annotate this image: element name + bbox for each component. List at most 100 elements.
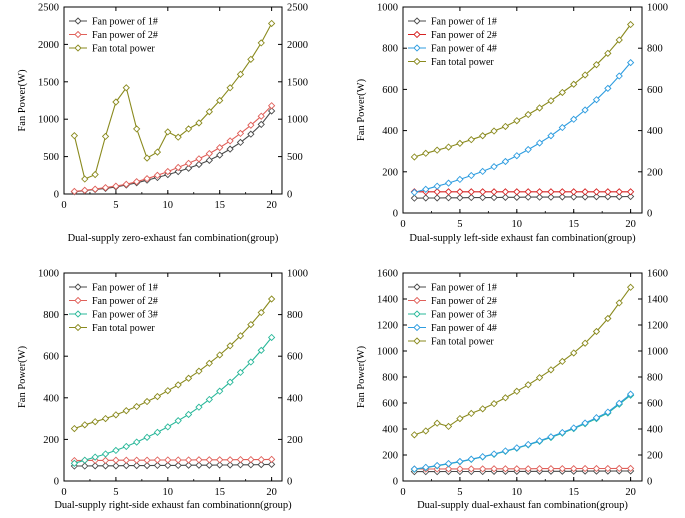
- data-point: [247, 461, 255, 469]
- y-tick-label: 600: [382, 85, 398, 96]
- data-point: [547, 366, 555, 374]
- data-point: [81, 175, 89, 183]
- data-point: [257, 112, 265, 120]
- data-point: [490, 163, 498, 171]
- data-point: [112, 182, 120, 190]
- data-point: [422, 427, 430, 435]
- legend-label: Fan power of 1#: [431, 17, 497, 28]
- legend-swatch-marker: [74, 30, 82, 39]
- legend-label: Fan power of 3#: [431, 310, 497, 321]
- data-point: [70, 187, 79, 196]
- data-point: [195, 367, 203, 375]
- data-point: [153, 456, 162, 464]
- data-point: [558, 357, 566, 366]
- data-point: [226, 378, 234, 386]
- data-point: [174, 461, 182, 470]
- data-point: [143, 461, 151, 470]
- x-tick-label: 5: [457, 219, 462, 230]
- x-tick-label: 0: [61, 487, 66, 498]
- data-point: [444, 143, 453, 151]
- data-point: [456, 188, 464, 196]
- data-point: [524, 145, 532, 154]
- series-2: [410, 464, 635, 473]
- series-3: [70, 19, 276, 183]
- right-y-tick-label: 1200: [647, 321, 668, 332]
- data-point: [257, 308, 265, 317]
- data-point: [216, 351, 224, 359]
- data-point: [267, 295, 276, 303]
- data-point: [570, 424, 578, 432]
- data-point: [91, 185, 99, 193]
- data-point: [581, 464, 589, 473]
- right-y-tick-label: 0: [647, 477, 652, 488]
- data-point: [547, 97, 555, 105]
- data-point: [81, 421, 89, 429]
- data-point: [122, 180, 130, 188]
- data-point: [592, 464, 601, 473]
- series-4: [70, 295, 276, 433]
- data-point: [205, 108, 213, 116]
- data-point: [410, 153, 419, 161]
- data-point: [267, 460, 276, 468]
- legend-label: Fan power of 2#: [92, 30, 158, 41]
- data-point: [101, 132, 110, 141]
- data-point: [205, 156, 213, 164]
- series-3: [410, 58, 635, 197]
- data-point: [236, 461, 245, 469]
- right-y-tick-label: 1400: [647, 295, 668, 306]
- data-point: [524, 381, 532, 389]
- data-point: [195, 461, 203, 469]
- data-point: [422, 149, 430, 157]
- data-point: [164, 167, 172, 176]
- data-point: [524, 110, 532, 119]
- legend: Fan power of 1# Fan power of 2# Fan power …: [408, 283, 497, 348]
- y-tick-label: 800: [382, 373, 398, 384]
- right-y-tick-label: 200: [647, 167, 663, 178]
- data-point: [547, 132, 555, 140]
- data-point: [122, 407, 130, 415]
- data-point: [153, 461, 162, 470]
- data-point: [101, 462, 110, 470]
- series-2: [70, 102, 276, 196]
- data-point: [513, 188, 521, 196]
- data-point: [558, 188, 566, 196]
- data-point: [479, 465, 487, 473]
- data-point: [236, 368, 245, 377]
- data-point: [581, 193, 589, 201]
- data-point: [456, 414, 464, 423]
- data-point: [133, 178, 141, 186]
- data-point: [216, 143, 224, 152]
- data-point: [257, 460, 265, 469]
- data-point: [133, 461, 141, 470]
- x-tick-label: 20: [625, 487, 636, 498]
- y-tick-label: 400: [382, 126, 398, 137]
- data-point: [456, 465, 464, 473]
- data-point: [267, 333, 276, 342]
- data-point: [133, 402, 141, 411]
- data-point: [444, 465, 453, 473]
- data-point: [267, 19, 276, 28]
- data-point: [604, 314, 612, 323]
- legend-label: Fan power of 4#: [431, 44, 497, 55]
- data-point: [247, 320, 255, 329]
- y-tick-label: 0: [393, 209, 398, 220]
- data-point: [547, 193, 555, 201]
- data-point: [535, 139, 544, 147]
- data-point: [422, 463, 430, 471]
- data-point: [184, 125, 193, 133]
- data-point: [226, 461, 234, 469]
- data-point: [174, 456, 182, 464]
- data-point: [592, 414, 601, 422]
- data-point: [444, 188, 453, 196]
- y-tick-label: 400: [43, 393, 59, 404]
- x-tick-label: 0: [400, 219, 405, 230]
- data-point: [626, 283, 635, 291]
- data-point: [581, 188, 589, 196]
- data-point: [184, 410, 193, 419]
- x-tick-label: 0: [400, 487, 405, 498]
- data-point: [91, 418, 99, 426]
- y-tick-label: 500: [43, 152, 59, 163]
- data-point: [467, 455, 475, 463]
- series-2: [70, 455, 276, 465]
- y-tick-label: 0: [54, 190, 59, 201]
